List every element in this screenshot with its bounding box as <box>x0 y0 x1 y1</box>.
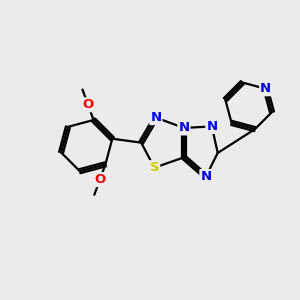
Text: N: N <box>200 170 211 183</box>
Text: N: N <box>150 111 161 124</box>
Text: O: O <box>94 173 106 186</box>
Text: O: O <box>82 98 94 111</box>
Text: N: N <box>206 120 218 133</box>
Text: N: N <box>260 82 271 95</box>
Text: S: S <box>150 161 159 174</box>
Text: N: N <box>178 122 189 134</box>
